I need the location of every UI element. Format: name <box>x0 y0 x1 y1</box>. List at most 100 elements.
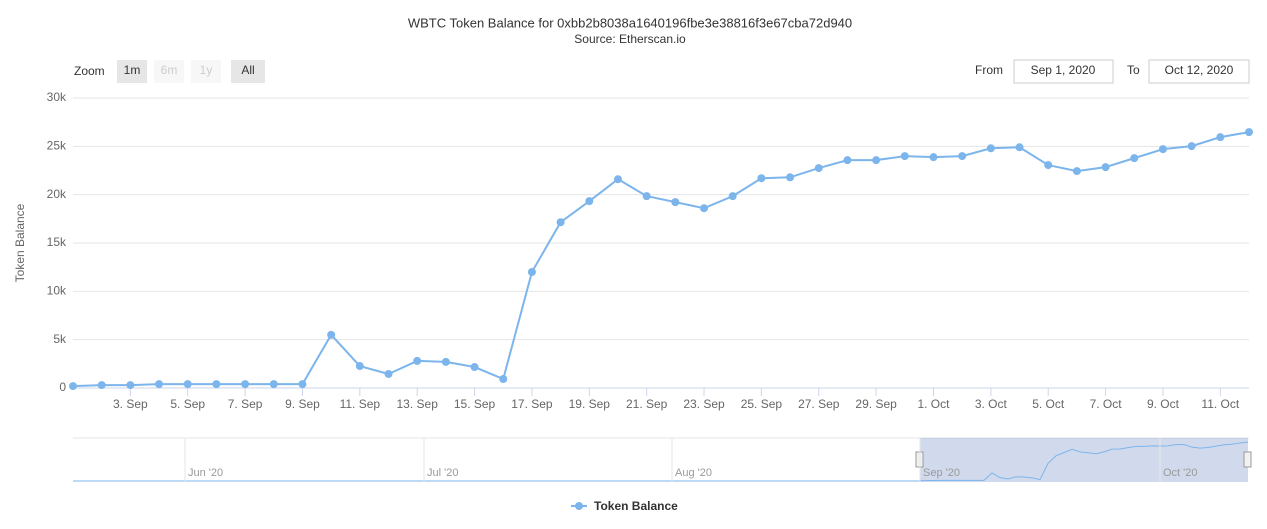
point <box>728 192 737 201</box>
x-tick-label: 5. Sep <box>170 397 205 411</box>
zoom-button-label[interactable]: 1m <box>124 63 141 77</box>
navigator-series <box>919 441 1249 482</box>
chart-title: WBTC Token Balance for 0xbb2b8038a164019… <box>408 15 852 30</box>
point <box>1216 133 1225 142</box>
point <box>958 152 967 161</box>
point <box>786 173 795 182</box>
series-line <box>72 131 1250 388</box>
point <box>298 380 307 389</box>
x-tick-label: 25. Sep <box>741 397 783 411</box>
x-tick-label: 19. Sep <box>569 397 611 411</box>
navigator-handle[interactable] <box>1243 451 1252 468</box>
from-input[interactable] <box>1013 59 1114 84</box>
point <box>126 381 135 390</box>
navigator-label: Aug '20 <box>675 467 712 479</box>
zoom-button[interactable] <box>117 60 147 83</box>
navigator-label: Oct '20 <box>1163 467 1198 479</box>
navigator-label: Jul '20 <box>427 467 458 479</box>
point <box>613 175 622 184</box>
point <box>327 330 336 339</box>
x-tick-label: 11. Oct <box>1201 397 1239 411</box>
x-tick-label: 5. Oct <box>1032 397 1065 411</box>
navigator <box>73 438 1249 482</box>
point <box>97 381 106 390</box>
point <box>814 164 823 173</box>
to-label: To <box>1127 63 1140 77</box>
point <box>556 218 565 227</box>
to-date[interactable]: Oct 12, 2020 <box>1165 63 1234 77</box>
y-tick-label: 25k <box>47 139 67 153</box>
to-input[interactable] <box>1148 59 1250 84</box>
chart-subtitle: Source: Etherscan.io <box>574 32 686 46</box>
point <box>155 380 164 389</box>
x-tick-label: 17. Sep <box>511 397 553 411</box>
point <box>527 268 536 276</box>
x-tick-label: 9. Sep <box>285 397 320 411</box>
from-date[interactable]: Sep 1, 2020 <box>1031 63 1096 77</box>
zoom-button-label[interactable]: All <box>241 63 254 77</box>
point <box>183 380 192 389</box>
point <box>900 152 909 161</box>
from-label: From <box>975 63 1003 77</box>
point <box>1158 145 1167 154</box>
point <box>642 192 651 201</box>
zoom-button-label[interactable]: 1y <box>200 63 213 77</box>
zoom-label: Zoom <box>74 64 105 78</box>
zoom-button[interactable] <box>191 60 221 83</box>
point <box>384 369 393 378</box>
point <box>1015 143 1024 152</box>
x-tick-label: 15. Sep <box>454 397 496 411</box>
x-tick-label: 3. Oct <box>975 397 1008 411</box>
y-tick-label: 20k <box>47 187 67 201</box>
x-tick-label: 3. Sep <box>113 397 148 411</box>
y-tick-label: 15k <box>47 235 67 249</box>
point <box>212 380 221 389</box>
navigator-label: Sep '20 <box>923 467 960 479</box>
y-axis-label: Token Balance <box>13 203 27 282</box>
point <box>1245 128 1253 137</box>
x-tick-label: 29. Sep <box>855 397 897 411</box>
point <box>1072 167 1081 176</box>
point <box>1101 163 1110 172</box>
point <box>413 356 422 365</box>
x-tick-label: 9. Oct <box>1147 397 1180 411</box>
zoom-button-label[interactable]: 6m <box>161 63 178 77</box>
point <box>1187 142 1196 151</box>
point <box>929 153 938 162</box>
x-tick-label: 21. Sep <box>626 397 668 411</box>
zoom-button[interactable] <box>154 60 184 83</box>
x-tick-label: 1. Oct <box>917 397 950 411</box>
point <box>69 382 77 391</box>
y-tick-label: 10k <box>47 284 67 298</box>
navigator-mask[interactable] <box>920 438 1248 482</box>
y-tick-label: 30k <box>47 90 67 104</box>
x-tick-label: 27. Sep <box>798 397 840 411</box>
legend-marker <box>575 502 583 510</box>
x-tick-label: 7. Sep <box>228 397 263 411</box>
point <box>499 375 508 384</box>
point <box>872 156 881 165</box>
point <box>585 197 594 206</box>
point <box>470 363 479 372</box>
legend-label[interactable]: Token Balance <box>594 499 678 513</box>
x-tick-label: 13. Sep <box>397 397 439 411</box>
point <box>355 362 364 371</box>
y-tick-label: 5k <box>53 332 67 346</box>
zoom-button[interactable] <box>231 60 265 83</box>
point <box>757 174 766 183</box>
y-tick-label: 0 <box>59 380 66 394</box>
navigator-label: Jun '20 <box>188 467 223 479</box>
point <box>441 357 450 366</box>
point <box>843 156 852 165</box>
x-tick-label: 7. Oct <box>1090 397 1123 411</box>
x-tick-label: 23. Sep <box>683 397 725 411</box>
point <box>269 380 278 389</box>
point <box>1130 154 1139 163</box>
point <box>700 204 709 213</box>
x-tick-label: 11. Sep <box>340 397 381 411</box>
point <box>241 380 250 389</box>
point <box>986 144 995 153</box>
point <box>671 198 680 207</box>
point <box>1044 161 1053 170</box>
